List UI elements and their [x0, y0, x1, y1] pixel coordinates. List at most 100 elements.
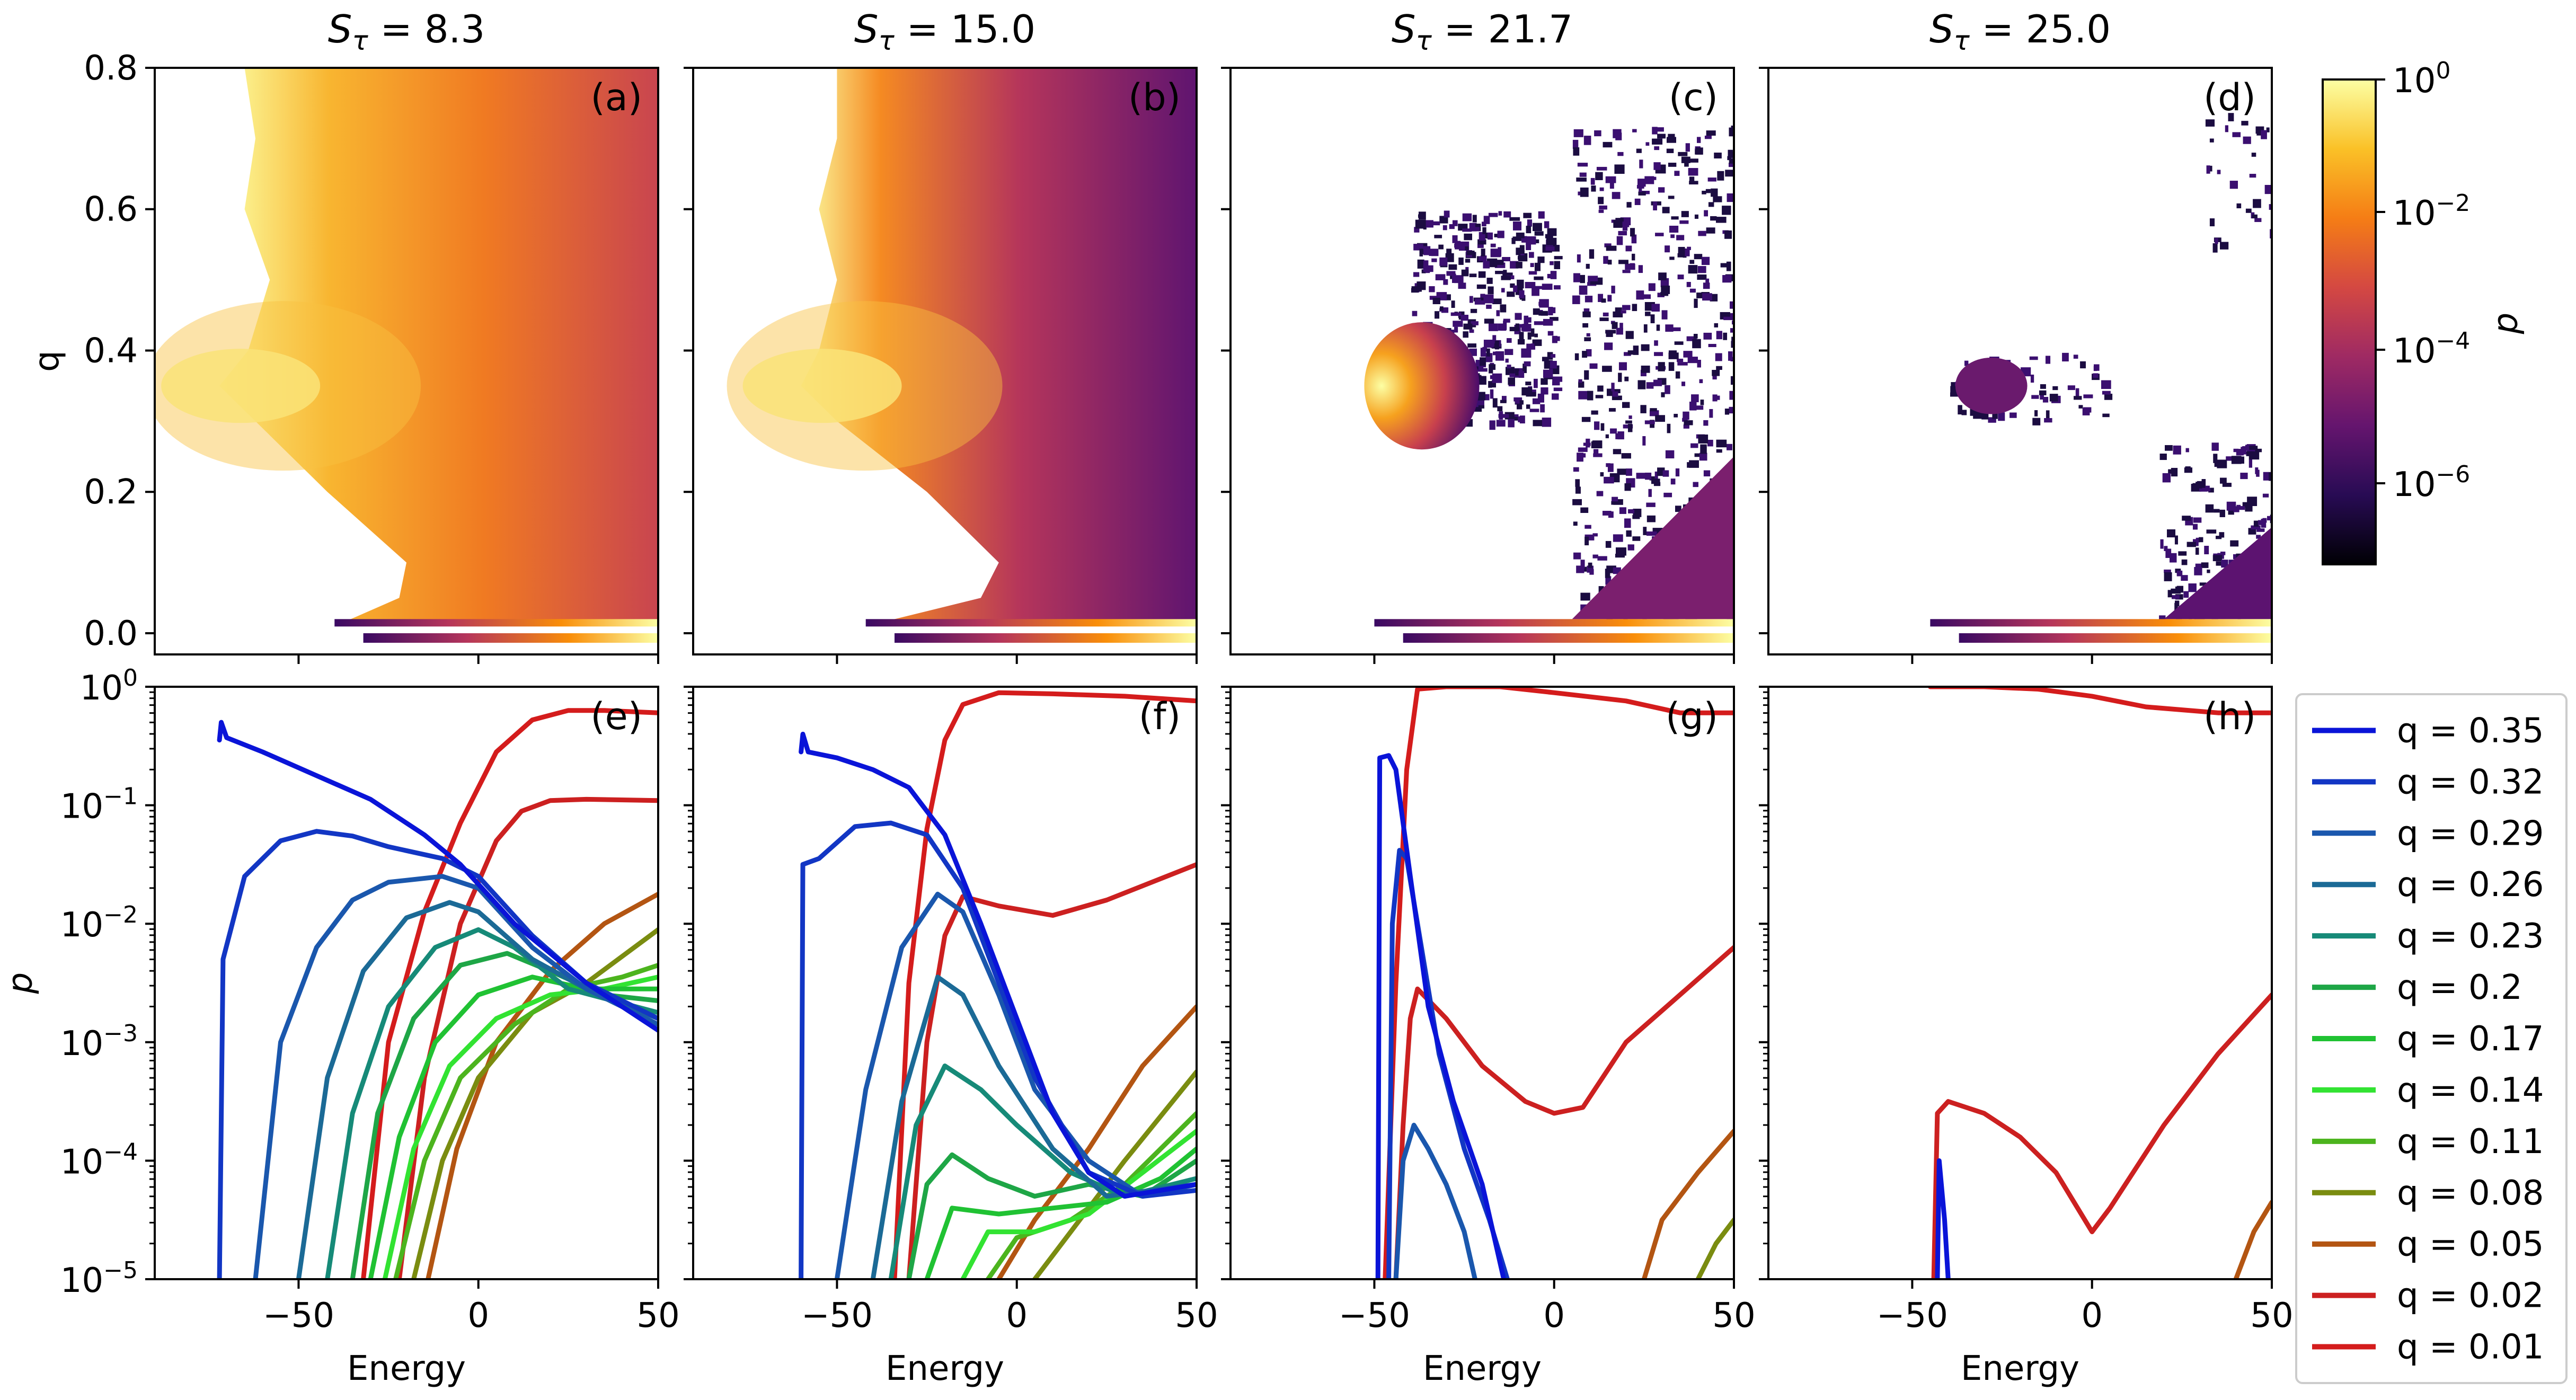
heatmap-speckle [1494, 262, 1506, 268]
heatmap-speckle [1615, 218, 1624, 222]
y-tick-label: 0.6 [84, 190, 138, 229]
heatmap-speckle [1439, 308, 1448, 312]
heatmap-speckle [1508, 419, 1515, 428]
heatmap-speckle [1648, 283, 1656, 291]
heatmap-speckle [1700, 444, 1707, 454]
heatmap-speckle [1696, 293, 1703, 298]
heatmap-speckle [2034, 410, 2038, 417]
heatmap-speckle [1490, 249, 1501, 258]
heatmap-speckle [1479, 232, 1485, 241]
heatmap-speckle [1694, 214, 1698, 219]
heatmap-speckle [1501, 288, 1505, 293]
heatmap-speckle [1525, 282, 1536, 289]
heatmap-speckle [2245, 503, 2253, 512]
heatmap-panel-1 [155, 68, 658, 643]
heatmap-speckle [1458, 282, 1466, 289]
heatmap-wedge [2164, 527, 2272, 619]
heatmap-speckle [2040, 394, 2044, 400]
heatmap-speckle [1484, 394, 1490, 401]
heatmap-speckle [2078, 405, 2083, 409]
heatmap-speckle [1657, 134, 1666, 139]
heatmap-speckle [1726, 261, 1731, 271]
heatmap-speckle [1413, 272, 1420, 277]
heatmap-speckle [1602, 510, 1612, 516]
heatmap-speckle [1530, 263, 1534, 268]
heatmap-speckle [1705, 189, 1711, 193]
heatmap-speckle [2261, 130, 2267, 139]
series-line-q032 [217, 829, 658, 1279]
heatmap-speckle [1483, 340, 1494, 348]
heatmap-speckle [1528, 317, 1532, 323]
heatmap-speckle [1430, 221, 1440, 226]
heatmap-speckle [1728, 351, 1733, 361]
heatmap-speckle [2093, 364, 2100, 371]
heatmap-speckle [2083, 394, 2093, 398]
heatmap-speckle [2249, 446, 2258, 450]
heatmap-speckle [1613, 499, 1623, 505]
heatmap-speckle [1526, 236, 1536, 245]
title-subscript: τ [879, 25, 895, 56]
heatmap-speckle [1521, 348, 1532, 358]
heatmap-speckle [1613, 219, 1623, 228]
heatmap-speckle [1627, 350, 1636, 355]
heatmap-speckle [1507, 291, 1515, 297]
heatmap-speckle [1424, 220, 1433, 228]
title-symbol: S [1392, 7, 1416, 51]
heatmap-speckle [1645, 312, 1651, 316]
heatmap-speckle [1667, 423, 1671, 433]
heatmap-wedge [1572, 456, 1734, 619]
heatmap-speckle [1686, 336, 1697, 341]
heatmap-speckle [1613, 129, 1622, 138]
heatmap-speckle [1631, 234, 1637, 244]
heatmap-speckle [1672, 327, 1681, 331]
heatmap-speckle [1660, 278, 1669, 288]
heatmap-speckle [1454, 326, 1458, 333]
heatmap-blob [1955, 357, 2028, 414]
heatmap-speckle [1640, 405, 1646, 413]
heatmap-speckle [1445, 294, 1451, 300]
heatmap-speckle [1681, 382, 1686, 386]
heatmap-speckle [1538, 311, 1548, 316]
heatmap-speckle [1694, 254, 1703, 260]
heatmap-speckle [1515, 313, 1522, 320]
heatmap-speckle [1591, 441, 1602, 448]
heatmap-speckle [1423, 246, 1431, 255]
heatmap-speckle [1622, 270, 1631, 273]
tick-exponent: −5 [103, 1257, 138, 1284]
heatmap-speckle [1502, 272, 1513, 277]
heatmap-speckle [1533, 378, 1538, 388]
line-panel-4 [1927, 687, 2272, 1279]
heatmap-speckle [1482, 227, 1486, 234]
heatmap-speckle [1451, 300, 1455, 308]
x-tick-label: 0 [1543, 1296, 1565, 1335]
heatmap-speckle [1717, 171, 1724, 181]
heatmap-speckle [1584, 337, 1591, 341]
heatmap-speckle [2215, 238, 2218, 244]
heatmap-speckle [1505, 367, 1515, 375]
heatmap-speckle [1581, 417, 1591, 422]
heatmap-speckle [1453, 321, 1463, 327]
heatmap-speckle [1518, 253, 1528, 262]
heatmap-speckle [1628, 415, 1632, 419]
heatmap-strip-q002 [334, 619, 658, 627]
heatmap-speckle [1714, 323, 1719, 327]
heatmap-speckle [1600, 472, 1604, 477]
heatmap-speckle [2221, 560, 2228, 568]
heatmap-speckle [1580, 592, 1590, 601]
heatmap-speckle [2183, 591, 2189, 598]
heatmap-speckle [1649, 476, 1655, 481]
heatmap-speckle [1623, 424, 1633, 429]
heatmap-speckle [1550, 317, 1559, 321]
heatmap-speckle [1547, 331, 1554, 336]
heatmap-speckle [1705, 278, 1710, 285]
heatmap-speckle [2249, 174, 2256, 178]
heatmap-speckle [2185, 466, 2191, 470]
heatmap-speckle [1524, 315, 1529, 324]
heatmap-speckle [1529, 252, 1534, 258]
heatmap-speckle [1539, 299, 1549, 308]
series-line-q02 [906, 1152, 1197, 1279]
heatmap-speckle [1644, 420, 1655, 424]
heatmap-speckle [2258, 520, 2265, 525]
series-line-q005 [1641, 1129, 1734, 1279]
